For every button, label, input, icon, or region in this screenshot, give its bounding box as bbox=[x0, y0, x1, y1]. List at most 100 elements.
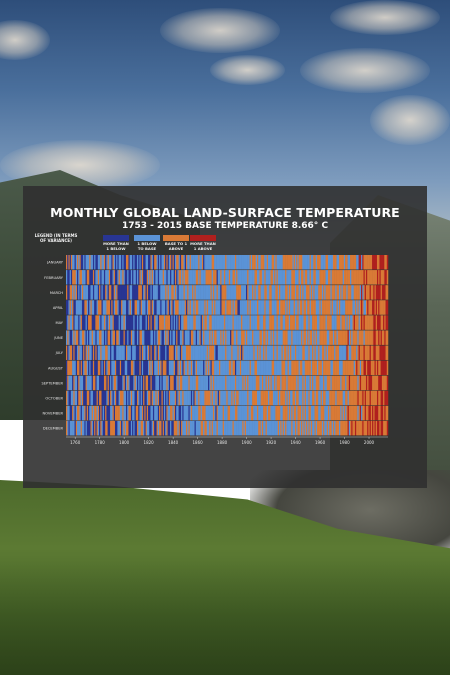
heatmap-cell bbox=[214, 390, 216, 406]
heatmap-cell bbox=[172, 300, 174, 315]
heatmap-cell bbox=[378, 375, 380, 391]
heatmap-cell bbox=[255, 255, 258, 270]
heatmap-cell bbox=[106, 360, 108, 376]
heatmap-cell bbox=[348, 285, 351, 300]
heatmap-cell bbox=[321, 270, 324, 285]
heatmap-cell bbox=[141, 405, 144, 421]
heatmap-cell bbox=[128, 345, 130, 360]
heatmap-cell bbox=[194, 360, 197, 376]
heatmap-cell bbox=[277, 270, 280, 285]
heatmap-cell bbox=[107, 270, 110, 285]
heatmap-cell bbox=[162, 375, 165, 391]
heatmap-cell bbox=[283, 345, 286, 360]
heatmap-cell bbox=[121, 420, 123, 436]
heatmap-cell bbox=[215, 360, 217, 376]
heatmap-cell bbox=[299, 420, 302, 436]
heatmap-cell bbox=[266, 315, 269, 330]
heatmap-cell bbox=[166, 405, 168, 421]
heatmap-cell bbox=[189, 300, 192, 315]
heatmap-cell bbox=[292, 300, 294, 315]
heatmap-cell bbox=[221, 315, 223, 330]
heatmap-cell bbox=[114, 315, 117, 330]
heatmap-cell bbox=[141, 270, 144, 285]
heatmap-cell bbox=[285, 390, 287, 406]
heatmap-cell bbox=[96, 405, 99, 421]
heatmap-cell bbox=[122, 270, 124, 285]
heatmap-cell bbox=[160, 285, 162, 300]
heatmap-cell bbox=[361, 345, 363, 360]
heatmap-cell bbox=[310, 270, 313, 285]
heatmap-cell bbox=[79, 360, 81, 376]
heatmap-cell bbox=[130, 375, 133, 391]
heatmap-cell bbox=[274, 330, 276, 345]
heatmap-cell bbox=[357, 270, 359, 285]
heatmap-cell bbox=[198, 315, 200, 330]
heatmap-cell bbox=[138, 330, 140, 345]
heatmap-cell bbox=[141, 285, 144, 300]
heatmap-cell bbox=[159, 360, 161, 376]
heatmap-cell bbox=[294, 315, 297, 330]
heatmap-cell bbox=[291, 285, 293, 300]
heatmap-cell bbox=[193, 375, 195, 391]
heatmap-cell bbox=[225, 420, 227, 436]
heatmap-cell bbox=[283, 315, 286, 330]
heatmap-cell bbox=[101, 255, 103, 270]
heatmap-cell bbox=[356, 255, 358, 270]
heatmap-cell bbox=[264, 285, 266, 300]
heatmap-cell bbox=[188, 360, 190, 376]
heatmap-cell bbox=[204, 330, 206, 345]
heatmap-cell bbox=[185, 270, 188, 285]
heatmap-cell bbox=[112, 375, 114, 391]
heatmap-cell bbox=[111, 330, 113, 345]
heatmap-cell bbox=[182, 375, 184, 391]
heatmap-cell bbox=[156, 300, 159, 315]
heatmap-cell bbox=[80, 285, 83, 300]
heatmap-cell bbox=[160, 255, 162, 270]
heatmap-cell bbox=[185, 375, 188, 391]
heatmap-cell bbox=[345, 360, 347, 376]
heatmap-cell bbox=[85, 345, 88, 360]
heatmap-cell bbox=[138, 285, 140, 300]
heatmap-cell bbox=[125, 360, 128, 376]
heatmap-cell bbox=[171, 315, 173, 330]
heatmap-cell bbox=[345, 285, 347, 300]
heatmap-cell bbox=[380, 345, 383, 360]
heatmap-cell bbox=[318, 360, 320, 376]
heatmap-cell bbox=[90, 330, 92, 345]
heatmap-cell bbox=[159, 330, 161, 345]
heatmap-cell bbox=[221, 405, 223, 421]
heatmap-cell bbox=[323, 390, 325, 406]
heatmap-cell bbox=[259, 360, 261, 376]
heatmap-cell bbox=[144, 405, 146, 421]
heatmap-cell bbox=[183, 315, 186, 330]
heatmap-cell bbox=[140, 270, 143, 285]
heatmap-cell bbox=[189, 420, 192, 436]
heatmap-cell bbox=[163, 345, 166, 360]
heatmap-cell bbox=[237, 270, 239, 285]
heatmap-cell bbox=[239, 300, 242, 315]
heatmap-cell bbox=[362, 285, 364, 300]
heatmap-cell bbox=[162, 255, 165, 270]
heatmap-cell bbox=[304, 285, 307, 300]
heatmap-cell bbox=[375, 420, 378, 436]
heatmap-cell bbox=[255, 300, 258, 315]
heatmap-cell bbox=[141, 345, 144, 360]
heatmap-cell bbox=[143, 330, 145, 345]
heatmap-cell bbox=[294, 300, 297, 315]
heatmap-cell bbox=[132, 345, 134, 360]
heatmap-cell bbox=[167, 330, 170, 345]
heatmap-cell bbox=[160, 345, 162, 360]
heatmap-cell bbox=[178, 270, 181, 285]
heatmap-cell bbox=[189, 345, 192, 360]
heatmap-cell bbox=[141, 360, 144, 376]
heatmap-cell bbox=[102, 315, 105, 330]
heatmap-cell bbox=[139, 330, 141, 345]
heatmap-cell bbox=[239, 375, 242, 391]
heatmap-cell bbox=[281, 375, 283, 391]
heatmap-cell bbox=[244, 390, 247, 406]
heatmap-cell bbox=[146, 375, 149, 391]
heatmap-cell bbox=[134, 300, 137, 315]
heatmap-cell bbox=[214, 330, 216, 345]
heatmap-cell bbox=[232, 285, 234, 300]
heatmap-cell bbox=[342, 345, 345, 360]
